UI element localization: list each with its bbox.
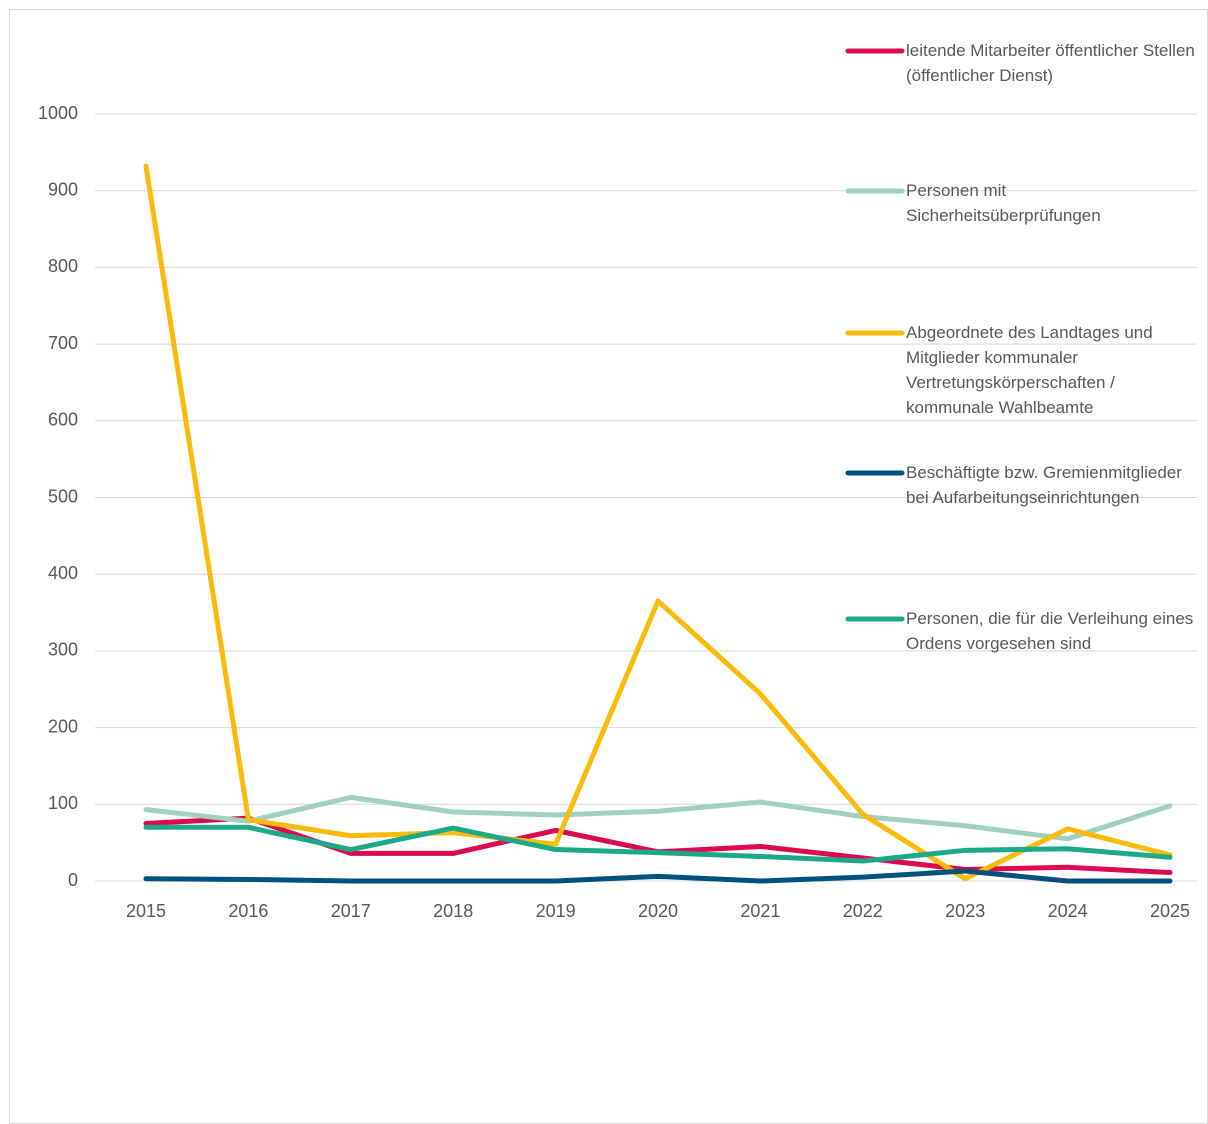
y-tick-label: 0 — [68, 870, 78, 890]
legend-label: Beschäftigte bzw. Gremienmitglieder bei … — [906, 463, 1182, 507]
x-tick-label: 2017 — [331, 901, 371, 921]
y-tick-label: 200 — [48, 716, 78, 736]
x-tick-label: 2025 — [1150, 901, 1190, 921]
x-tick-label: 2015 — [126, 901, 166, 921]
x-tick-label: 2018 — [433, 901, 473, 921]
x-tick-label: 2020 — [638, 901, 678, 921]
y-tick-label: 1000 — [38, 103, 78, 123]
y-tick-label: 400 — [48, 563, 78, 583]
legend-label: leitende Mitarbeiter öffentlicher Stelle… — [906, 41, 1195, 85]
x-tick-label: 2022 — [843, 901, 883, 921]
y-tick-label: 900 — [48, 179, 78, 199]
y-tick-label: 300 — [48, 640, 78, 660]
legend-label: Personen mit Sicherheitsüberprüfungen — [906, 181, 1101, 225]
x-tick-label: 2024 — [1048, 901, 1088, 921]
x-tick-label: 2016 — [228, 901, 268, 921]
x-tick-label: 2023 — [945, 901, 985, 921]
y-tick-label: 700 — [48, 333, 78, 353]
y-tick-label: 600 — [48, 410, 78, 430]
y-tick-label: 100 — [48, 793, 78, 813]
legend-label: Personen, die für die Verleihung eines O… — [906, 609, 1194, 653]
legend-label: Abgeordnete des Landtages und Mitglieder… — [906, 323, 1153, 417]
y-tick-label: 800 — [48, 256, 78, 276]
series-line — [143, 163, 1173, 882]
y-tick-label: 500 — [48, 486, 78, 506]
series-line — [143, 868, 1173, 884]
frame — [9, 9, 1208, 1124]
series-line — [143, 824, 1173, 864]
series-line — [143, 794, 1173, 842]
x-tick-label: 2021 — [740, 901, 780, 921]
x-tick-label: 2019 — [536, 901, 576, 921]
